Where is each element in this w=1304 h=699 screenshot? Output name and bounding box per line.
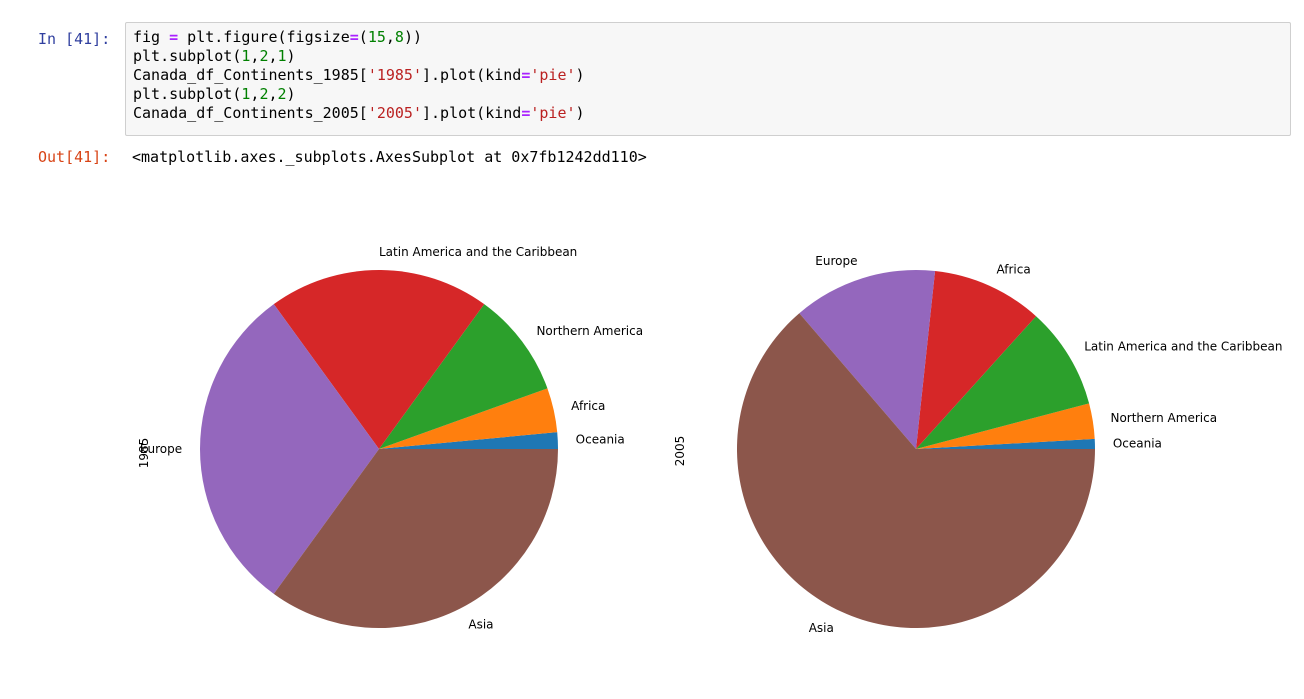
- code-line: Canada_df_Continents_1985['1985'].plot(k…: [133, 66, 1283, 85]
- pie-slice-europe: [199, 304, 379, 594]
- code-token: =: [521, 66, 531, 84]
- code-token: 1: [241, 47, 251, 65]
- pie-label: Northern America: [1110, 411, 1217, 425]
- pie-label: Northern America: [536, 324, 643, 338]
- code-token: ,: [250, 85, 260, 103]
- code-token: =: [521, 104, 531, 122]
- code-token: ].plot(kind: [422, 104, 522, 122]
- pie-slice-northern-america: [916, 403, 1095, 449]
- pie-label: Latin America and the Caribbean: [379, 245, 577, 259]
- code-token: fig: [133, 28, 170, 46]
- pie-slice-oceania: [916, 438, 1095, 449]
- code-token: ): [286, 47, 296, 65]
- code-token: ,: [268, 47, 278, 65]
- output-prompt: Out[41]:: [38, 148, 111, 166]
- pie-label: Africa: [996, 262, 1030, 276]
- code-token: ): [575, 104, 585, 122]
- code-token: '2005': [367, 104, 422, 122]
- pie-label: Africa: [571, 399, 605, 413]
- pie-slice-asia: [737, 313, 1095, 628]
- code-token: Canada_df_Continents_1985[: [133, 66, 368, 84]
- pie-slice-latin-america-and-the-caribbean: [916, 316, 1090, 449]
- code-token: '1985': [367, 66, 422, 84]
- pie-slice-asia: [273, 449, 558, 628]
- pie-slice-oceania: [379, 432, 558, 449]
- code-token: Canada_df_Continents_2005[: [133, 104, 368, 122]
- code-line: plt.subplot(1,2,1): [133, 47, 1283, 66]
- pie-chart-1985: Oceania Africa Northern America Latin Ameri…: [137, 245, 643, 631]
- pie-label: Asia: [809, 621, 834, 635]
- pie-label: Latin America and the Caribbean: [1084, 340, 1282, 354]
- code-token: 8: [394, 28, 404, 46]
- code-editor[interactable]: fig = plt.figure(figsize=(15,8)) plt.sub…: [125, 22, 1291, 136]
- code-token: ,: [250, 47, 260, 65]
- input-cell[interactable]: In [41]: fig = plt.figure(figsize=(15,8)…: [0, 20, 1304, 140]
- code-token: 2: [259, 47, 269, 65]
- code-token: 2: [259, 85, 269, 103]
- pie-slice-northern-america: [379, 304, 548, 449]
- pie-ylabel: 2005: [673, 436, 687, 467]
- pie-label: Asia: [468, 617, 493, 631]
- code-token: plt.subplot(: [133, 85, 242, 103]
- code-line: plt.subplot(1,2,2): [133, 85, 1283, 104]
- pie-label: Europe: [140, 442, 182, 456]
- code-token: )): [403, 28, 422, 46]
- code-token: 'pie': [530, 104, 576, 122]
- code-token: ): [286, 85, 296, 103]
- pie-slice-africa: [379, 388, 558, 449]
- pie-label: Oceania: [1113, 436, 1162, 450]
- code-token: 1: [241, 85, 251, 103]
- code-token: ,: [385, 28, 395, 46]
- input-prompt: In [41]:: [38, 30, 111, 48]
- code-token: ,: [268, 85, 278, 103]
- code-line: fig = plt.figure(figsize=(15,8)): [133, 28, 1283, 47]
- pie-slice-africa: [916, 271, 1037, 449]
- code-token: (: [358, 28, 368, 46]
- output-text: <matplotlib.axes._subplots.AxesSubplot a…: [132, 148, 647, 166]
- code-token: ].plot(kind: [422, 66, 522, 84]
- pie-label: Europe: [815, 254, 857, 268]
- code-token: =: [169, 28, 179, 46]
- code-token: 2: [277, 85, 287, 103]
- code-token: 'pie': [530, 66, 576, 84]
- code-token: plt.figure(figsize: [178, 28, 350, 46]
- pie-ylabel: 1985: [137, 438, 151, 469]
- code-token: 1: [277, 47, 287, 65]
- pie-slice-europe: [799, 270, 936, 449]
- code-line: Canada_df_Continents_2005['2005'].plot(k…: [133, 104, 1283, 123]
- pie-label: Oceania: [576, 433, 625, 447]
- pie-chart-2005: Oceania Northern America Latin America and…: [673, 254, 1283, 635]
- code-token: ): [575, 66, 585, 84]
- code-token: 15: [367, 28, 386, 46]
- code-token: plt.subplot(: [133, 47, 242, 65]
- code-token: =: [349, 28, 359, 46]
- pie-slice-latin-america-and-the-caribbean: [273, 270, 485, 449]
